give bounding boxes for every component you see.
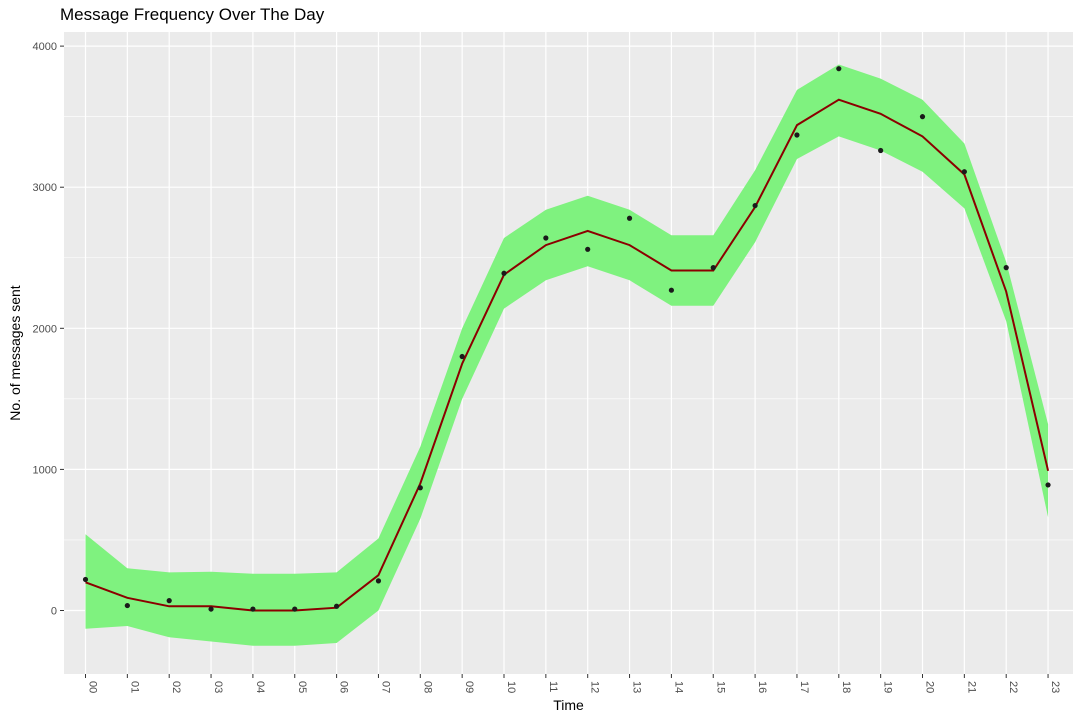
x-axis-ticks: 00 01 02 03 04 05 06 07 08 09 10 11 12 13 14 15 16 17 18 19… <box>85 674 1061 693</box>
data-point <box>375 578 382 584</box>
data-point <box>626 215 633 221</box>
grid-layer <box>64 32 1073 674</box>
x-tick-label: 03 <box>212 681 224 693</box>
data-point <box>82 576 89 583</box>
y-tick-label: 0 <box>51 606 57 618</box>
data-point <box>292 606 298 612</box>
x-tick-label: 22 <box>1007 681 1019 693</box>
x-tick-label: 14 <box>672 681 684 693</box>
data-point <box>794 132 800 138</box>
data-point <box>961 169 967 175</box>
x-tick-label: 00 <box>87 681 99 693</box>
data-point <box>836 66 842 72</box>
smooth-line <box>85 98 1050 612</box>
data-point <box>710 265 716 271</box>
data-point <box>1003 265 1009 271</box>
data-point <box>752 202 758 209</box>
data-point <box>668 287 675 293</box>
x-tick-label: 06 <box>338 681 350 693</box>
data-point <box>1045 482 1051 488</box>
data-point <box>459 353 465 360</box>
y-axis-title: No. of messages sent <box>7 285 23 421</box>
x-tick-label: 20 <box>924 681 936 693</box>
y-tick-label: 1000 <box>33 464 57 476</box>
x-axis-title: Time <box>553 697 584 713</box>
x-tick-label: 19 <box>882 681 894 693</box>
x-tick-label: 10 <box>505 681 517 693</box>
data-point <box>417 485 423 491</box>
x-tick-label: 05 <box>296 681 308 693</box>
data-point <box>166 598 172 604</box>
x-tick-label: 09 <box>463 681 475 693</box>
data-point <box>543 235 549 241</box>
points-layer <box>82 66 1051 612</box>
data-point <box>878 147 884 154</box>
data-point <box>501 270 507 276</box>
data-point <box>585 246 591 252</box>
x-tick-label: 21 <box>965 681 977 693</box>
y-tick-label: 4000 <box>33 41 57 53</box>
x-tick-label: 04 <box>254 681 266 693</box>
x-tick-label: 02 <box>170 681 182 693</box>
y-axis-ticks: 0 1000 2000 3000 4000 <box>33 41 64 618</box>
x-tick-label: 18 <box>840 681 852 693</box>
data-point <box>334 603 340 609</box>
x-tick-label: 01 <box>128 681 140 693</box>
x-tick-label: 13 <box>631 681 643 693</box>
x-tick-label: 17 <box>798 681 810 693</box>
data-point <box>208 606 214 612</box>
chart-title: Message Frequency Over The Day <box>60 5 325 24</box>
x-tick-label: 11 <box>547 681 559 692</box>
data-point <box>919 114 926 120</box>
data-point <box>250 606 256 612</box>
x-tick-label: 16 <box>756 681 768 693</box>
x-tick-label: 08 <box>421 681 433 693</box>
x-tick-label: 07 <box>379 681 391 693</box>
confidence-band <box>85 64 1049 646</box>
x-tick-label: 15 <box>714 681 726 693</box>
x-tick-label: 23 <box>1049 681 1061 693</box>
y-tick-label: 3000 <box>33 182 57 194</box>
y-tick-label: 2000 <box>33 323 57 335</box>
data-point <box>124 602 130 609</box>
x-tick-label: 12 <box>589 681 601 693</box>
